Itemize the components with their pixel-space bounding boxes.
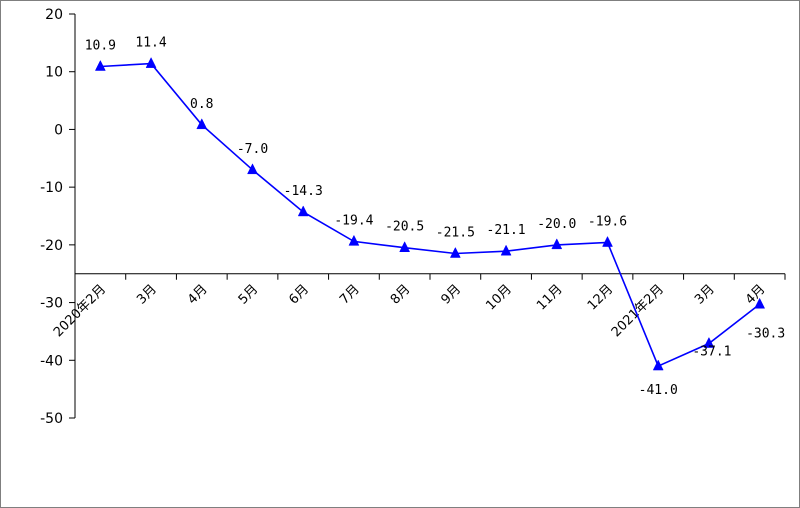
- y-axis: 20 10 0 -10 -20 -30 -40 -50: [40, 7, 76, 427]
- data-label: 11.4: [135, 36, 166, 51]
- x-tick-label: 3月: [692, 282, 718, 308]
- y-tick-label: -50: [40, 411, 63, 427]
- x-tick-label: 9月: [439, 282, 465, 308]
- x-tick-label: 10月: [483, 282, 514, 313]
- x-tick-label: 4月: [185, 282, 211, 308]
- data-point-marker: [449, 246, 461, 258]
- y-tick-label: -40: [40, 353, 63, 369]
- y-tick-label: -20: [40, 238, 63, 254]
- x-tick-label: 12月: [585, 282, 616, 313]
- data-label: -14.3: [284, 184, 323, 199]
- x-tick-label: 3月: [134, 282, 160, 308]
- x-tick-label: 7月: [337, 282, 363, 308]
- y-tick-label: -10: [40, 180, 63, 196]
- data-label: -19.4: [334, 213, 373, 228]
- data-point-marker: [602, 235, 613, 247]
- data-labels: 10.9 11.4 0.8 -7.0 -14.3 -19.4 -20.5 -21.5 -21.1…: [85, 36, 786, 398]
- data-point-marker: [551, 238, 563, 250]
- x-tick-label: 2021年2月: [609, 282, 667, 340]
- data-point-marker: [247, 163, 258, 175]
- data-label: 10.9: [85, 39, 116, 54]
- x-tick-label: 4月: [743, 282, 769, 308]
- data-label: -20.5: [385, 220, 424, 235]
- x-tick-label: 5月: [236, 282, 262, 308]
- x-tick-label: 8月: [388, 282, 414, 308]
- y-tick-label: 0: [54, 122, 63, 138]
- data-label: -20.0: [537, 217, 576, 232]
- data-point-marker: [399, 241, 411, 252]
- data-point-marker: [94, 59, 106, 71]
- data-point-marker: [145, 57, 157, 68]
- data-label: -30.3: [746, 326, 785, 341]
- series-line: [94, 57, 766, 371]
- data-label: 0.8: [190, 97, 213, 112]
- x-tick-label: 6月: [286, 282, 312, 308]
- data-label: -21.5: [436, 226, 475, 241]
- data-point-marker: [754, 297, 766, 309]
- data-label: -41.0: [639, 383, 678, 398]
- y-tick-label: 10: [45, 65, 63, 81]
- data-point-marker: [652, 359, 664, 371]
- data-label: -37.1: [692, 345, 731, 360]
- y-tick-label: -30: [40, 296, 63, 312]
- y-tick-label: 20: [45, 7, 63, 23]
- data-point-marker: [297, 205, 309, 217]
- data-point-marker: [348, 234, 360, 246]
- data-point-marker: [500, 244, 512, 256]
- series-path: [100, 62, 761, 368]
- data-label: -7.0: [237, 142, 268, 157]
- data-label: -19.6: [588, 215, 627, 230]
- data-point-marker: [703, 336, 715, 348]
- data-point-marker: [196, 118, 208, 130]
- data-label: -21.1: [487, 223, 526, 238]
- x-tick-label: 11月: [534, 282, 565, 313]
